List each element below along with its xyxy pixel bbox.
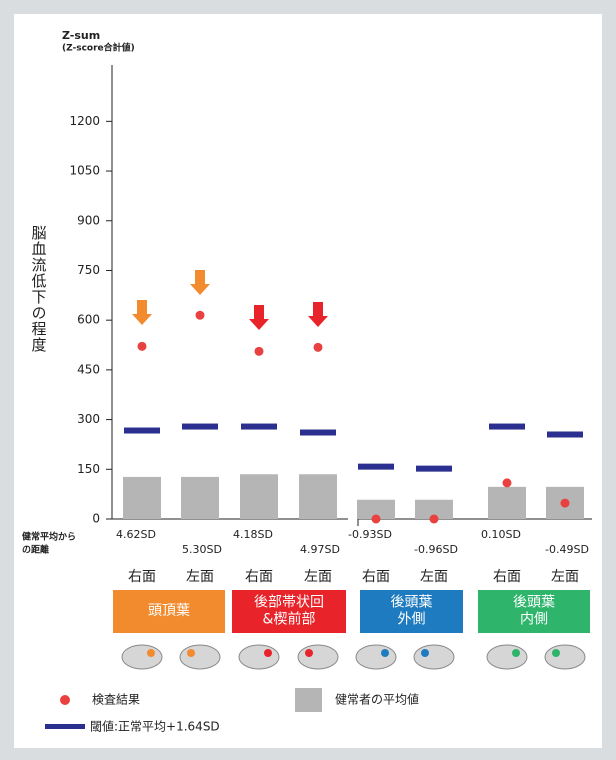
bar	[181, 477, 219, 519]
distance-label: -0.96SD	[414, 543, 458, 556]
brain-icon	[487, 645, 527, 669]
y-tick-label: 900	[77, 213, 100, 227]
threshold	[182, 424, 218, 430]
x-tick-label: 左面	[420, 569, 448, 585]
y-label: 脳血流低下の程度	[30, 225, 48, 353]
y-tick-label: 1200	[69, 114, 100, 128]
y-tick-label: 450	[77, 362, 100, 376]
group-label: &楔前部	[263, 611, 316, 628]
x-tick-label: 左面	[186, 569, 214, 585]
brain-spot	[147, 649, 155, 657]
y-tick-label: 1050	[69, 164, 100, 178]
threshold	[547, 431, 583, 437]
y-tick-label: 750	[77, 263, 100, 277]
y-tick-label: 150	[77, 462, 100, 476]
distance-label: 4.18SD	[233, 528, 273, 541]
y-tick-label: 0	[92, 512, 100, 526]
legend-line	[45, 724, 85, 729]
brain-spot	[421, 649, 429, 657]
x-tick-label: 左面	[304, 569, 332, 585]
dot	[372, 515, 381, 524]
group-label: 後部帯状回	[254, 595, 324, 611]
legend-label: 検査結果	[92, 693, 140, 707]
threshold	[416, 466, 452, 472]
brain-spot	[264, 649, 272, 657]
y-title: (Z-score合計値)	[62, 42, 135, 54]
brain-spot	[381, 649, 389, 657]
group-label: 後頭葉	[391, 595, 433, 611]
threshold	[358, 464, 394, 470]
threshold	[300, 430, 336, 436]
x-tick-label: 右面	[245, 569, 273, 585]
bar	[123, 477, 161, 519]
group-label: 外側	[398, 612, 426, 628]
chart: Z-sum (Z-score合計値) 脳血流低下の程度 健常平均から の距離 0…	[0, 0, 616, 760]
group-label: 内側	[520, 612, 548, 628]
panel	[14, 14, 602, 748]
bar	[299, 474, 337, 519]
distance-label: 4.97SD	[300, 543, 340, 556]
brain-icon	[239, 645, 279, 669]
x-tick-label: 右面	[128, 569, 156, 585]
threshold	[241, 424, 277, 430]
dot	[138, 342, 147, 351]
dot	[430, 515, 439, 524]
y-tick-label: 300	[77, 412, 100, 426]
distance-label: 4.62SD	[116, 528, 156, 541]
x-tick-label: 左面	[551, 569, 579, 585]
distance-label: -0.49SD	[545, 543, 589, 556]
row-title: 健常平均から	[22, 531, 76, 543]
distance-label: -0.93SD	[348, 528, 392, 541]
dot	[255, 347, 264, 356]
brain-spot	[305, 649, 313, 657]
legend-swatch	[295, 688, 322, 712]
distance-label: 0.10SD	[481, 528, 521, 541]
dot	[196, 311, 205, 320]
brain-icon	[414, 645, 454, 669]
legend-label: 閾値:正常平均+1.64SD	[90, 719, 220, 734]
row-title: の距離	[22, 544, 49, 556]
brain-icon	[180, 645, 220, 669]
dot	[314, 343, 323, 352]
brain-icon	[545, 645, 585, 669]
brain-spot	[187, 649, 195, 657]
threshold	[489, 424, 525, 430]
legend-label: 健常者の平均値	[335, 692, 419, 707]
bar	[240, 474, 278, 519]
threshold	[124, 428, 160, 434]
brain-spot	[512, 649, 520, 657]
brain-spot	[552, 649, 560, 657]
brain-icon	[122, 645, 162, 669]
x-tick-label: 右面	[493, 569, 521, 585]
y-tick-label: 600	[77, 313, 100, 327]
brain-icon	[356, 645, 396, 669]
dot	[561, 499, 570, 508]
brain-icon	[298, 645, 338, 669]
group-label: 頭頂葉	[148, 603, 190, 619]
y-title: Z-sum	[62, 29, 100, 42]
dot	[503, 478, 512, 487]
distance-label: 5.30SD	[182, 543, 222, 556]
legend-dot	[60, 695, 70, 705]
bar	[488, 487, 526, 519]
x-tick-label: 右面	[362, 569, 390, 585]
group-label: 後頭葉	[513, 595, 555, 611]
